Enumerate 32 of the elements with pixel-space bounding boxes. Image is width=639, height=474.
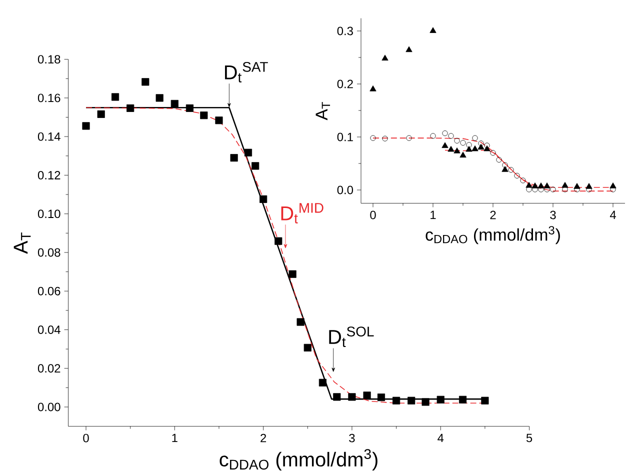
y-tick-label: 0.16 xyxy=(38,94,60,102)
y-tick-label: 0.10 xyxy=(38,210,60,218)
y-tick-label: 0.08 xyxy=(38,248,60,257)
x-tick-label: 2 xyxy=(260,434,266,442)
y-tick-label: 0.3 xyxy=(337,26,353,36)
y-tick-label: 0.02 xyxy=(38,364,60,373)
x-axis-title: c$_{DDAO}$ (mmol/dm$^{3}$) xyxy=(220,449,378,471)
x-axis-title: c$_{DDAO}$ (mmol/dm$^{3}$) xyxy=(426,226,560,244)
y-tick-label: 0.12 xyxy=(38,171,60,180)
y-tick-label: 0.04 xyxy=(38,326,60,334)
x-tick-label: 1 xyxy=(430,210,436,220)
annotation: D$_{t}$SAT xyxy=(225,62,268,82)
y-tick-label: 0.18 xyxy=(38,55,60,64)
x-tick-label: 0 xyxy=(370,210,376,220)
y-tick-label: 0.1 xyxy=(337,132,353,142)
y-axis-title: A$_{T}$ xyxy=(14,232,31,254)
annotation: D$_{t}$SOL xyxy=(329,326,374,348)
x-tick-label: 2 xyxy=(490,210,496,220)
annotation: D$_{t}$MID xyxy=(281,203,324,224)
y-tick-label: 0.06 xyxy=(38,286,60,296)
y-tick-label: 0.14 xyxy=(38,132,60,141)
y-axis-title: A$_{T}$ xyxy=(316,102,330,120)
y-tick-label: 0.2 xyxy=(337,80,353,88)
x-tick-label: 4 xyxy=(438,434,444,442)
x-tick-label: 0 xyxy=(83,434,89,442)
x-tick-label: 5 xyxy=(526,434,532,442)
x-tick-label: 3 xyxy=(550,210,556,220)
x-tick-label: 3 xyxy=(349,434,355,442)
y-tick-label: 0.00 xyxy=(38,402,60,412)
x-tick-label: 1 xyxy=(172,434,178,442)
y-tick-label: 0.0 xyxy=(337,186,354,194)
x-tick-label: 4 xyxy=(610,210,616,220)
